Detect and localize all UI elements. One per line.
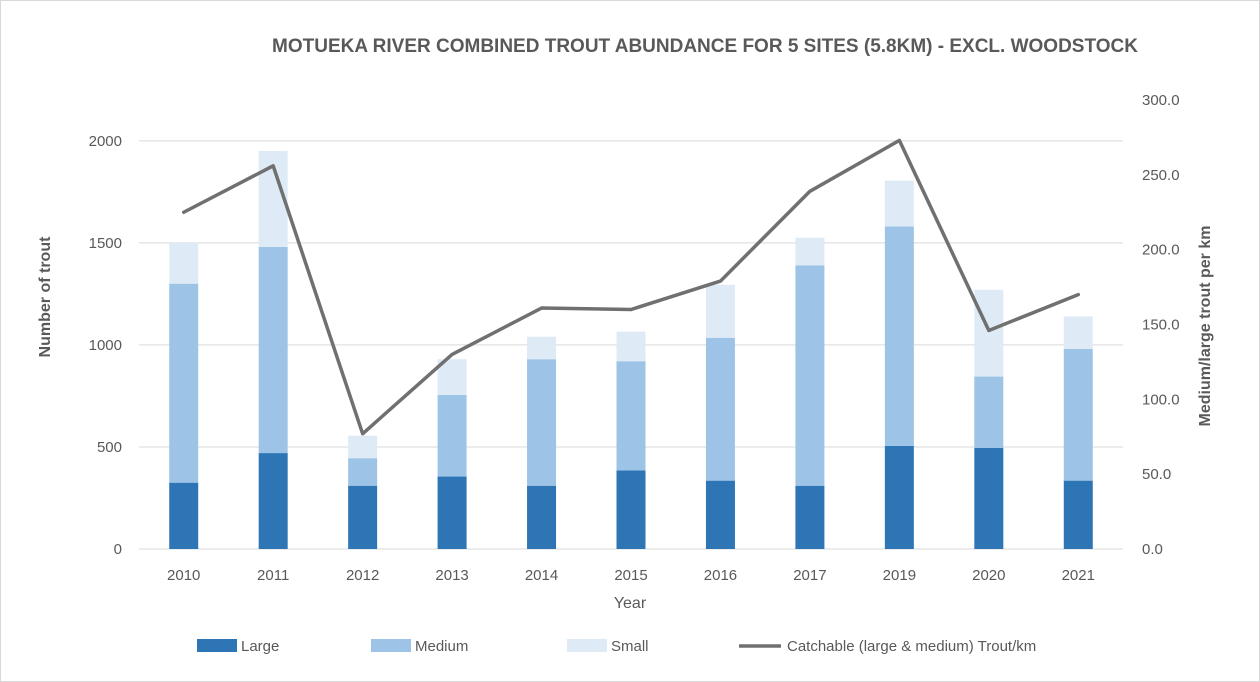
bar-medium xyxy=(258,246,288,454)
bar-small xyxy=(616,331,646,362)
bar-medium xyxy=(884,226,914,446)
bar-large xyxy=(258,453,288,549)
bar-medium xyxy=(705,337,735,481)
bar-large xyxy=(527,485,557,549)
x-tick-label: 2010 xyxy=(167,567,200,584)
bar-medium xyxy=(437,394,467,477)
x-tick-label: 2011 xyxy=(257,567,289,584)
x-tick-label: 2020 xyxy=(972,567,1005,584)
bar-small xyxy=(795,237,825,266)
y-axis-title: Number of trout xyxy=(37,236,54,358)
line-series xyxy=(181,138,1081,436)
y2-tick-label: 200.0 xyxy=(1142,242,1180,259)
legend-label: Catchable (large & medium) Trout/km xyxy=(787,638,1036,655)
x-tick-label: 2012 xyxy=(346,567,379,584)
y-tick-label: 1000 xyxy=(89,337,122,354)
bar-small xyxy=(1063,316,1093,349)
x-tick-label: 2021 xyxy=(1062,567,1095,584)
legend-label: Large xyxy=(241,638,279,655)
legend-label: Medium xyxy=(415,638,468,655)
bar-large xyxy=(437,476,467,549)
x-tick-label: 2019 xyxy=(883,567,916,584)
bar-medium xyxy=(616,361,646,471)
bar-large xyxy=(616,470,646,549)
x-tick-label: 2016 xyxy=(704,567,737,584)
x-axis-title: Year xyxy=(614,595,647,612)
bars xyxy=(169,151,1093,549)
x-tick-label: 2017 xyxy=(793,567,826,584)
bar-medium xyxy=(169,283,199,483)
axes: 0 500 1000 1500 2000 0.0 50.0 100.0 150.0 200.0 25… xyxy=(89,92,1180,584)
y2-tick-label: 250.0 xyxy=(1142,167,1180,184)
legend-label: Small xyxy=(611,638,649,655)
y-tick-label: 500 xyxy=(97,439,122,456)
y2-tick-label: 300.0 xyxy=(1142,92,1180,109)
bar-small xyxy=(705,284,735,338)
y2-tick-label: 0.0 xyxy=(1142,541,1163,558)
bar-medium xyxy=(1063,348,1093,481)
legend-swatch xyxy=(197,639,237,652)
bar-medium xyxy=(348,458,378,486)
y2-axis-title: Medium/large trout per km xyxy=(1197,226,1214,427)
bar-large xyxy=(348,485,378,549)
bar-medium xyxy=(795,265,825,486)
bar-small xyxy=(169,242,199,284)
y-tick-label: 2000 xyxy=(89,133,122,150)
bar-medium xyxy=(974,376,1004,448)
x-tick-label: 2015 xyxy=(614,567,647,584)
y2-tick-label: 50.0 xyxy=(1142,466,1171,483)
bar-large xyxy=(705,480,735,549)
bar-small xyxy=(884,180,914,227)
bar-small xyxy=(527,336,557,360)
y-tick-label: 0 xyxy=(114,541,122,558)
bar-medium xyxy=(527,359,557,486)
y2-tick-label: 100.0 xyxy=(1142,391,1180,408)
chart-title: MOTUEKA RIVER COMBINED TROUT ABUNDANCE F… xyxy=(272,36,1138,57)
catchable-trout-line xyxy=(181,138,1081,436)
bar-large xyxy=(795,485,825,549)
y2-tick-label: 150.0 xyxy=(1142,317,1180,334)
bar-small xyxy=(348,435,378,459)
x-tick-label: 2014 xyxy=(525,567,558,584)
bar-large xyxy=(169,482,199,549)
legend-swatch xyxy=(567,639,607,652)
bar-large xyxy=(974,447,1004,549)
legend-swatch xyxy=(371,639,411,652)
legend: Large Medium Small Catchable (large & mediu… xyxy=(197,638,1036,655)
bar-small xyxy=(974,289,1004,377)
y-tick-label: 1500 xyxy=(89,235,122,252)
bar-large xyxy=(1063,480,1093,549)
bar-large xyxy=(884,445,914,549)
x-tick-label: 2013 xyxy=(435,567,468,584)
